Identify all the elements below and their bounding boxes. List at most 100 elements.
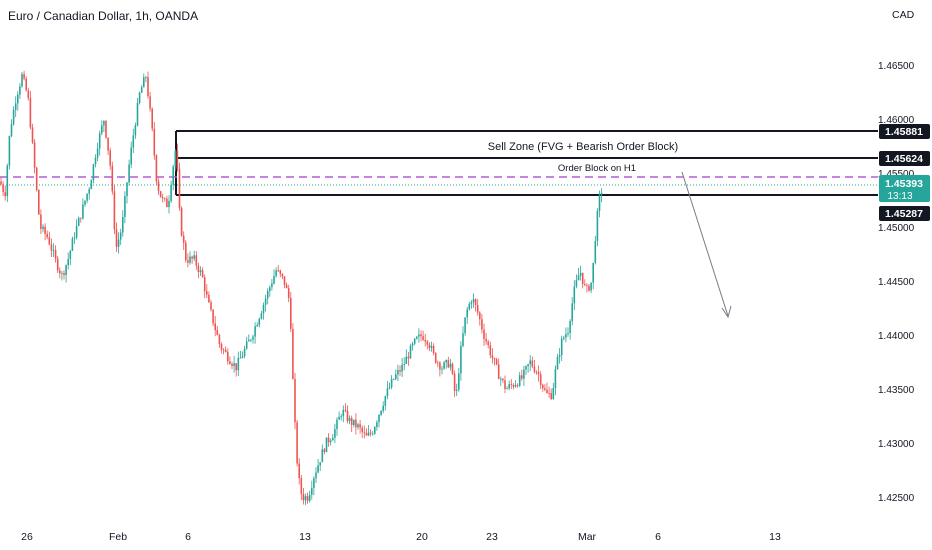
candle-body: [283, 276, 286, 285]
candle-body: [563, 337, 565, 339]
candle-body: [546, 389, 548, 393]
candle-body: [143, 77, 145, 88]
time-axis[interactable]: 26 Feb 6 13 20 23 Mar 6 13: [21, 531, 781, 543]
order-block-label[interactable]: Order Block on H1: [558, 163, 636, 174]
currency-label: CAD: [892, 9, 915, 21]
candle-body: [539, 374, 542, 385]
candle-body: [161, 197, 164, 199]
candle-body: [497, 364, 500, 379]
candle-body: [180, 207, 183, 236]
candle-body: [19, 86, 21, 95]
candle-body: [560, 338, 563, 356]
projection-arrow-line[interactable]: [681, 171, 729, 317]
candle-body: [73, 237, 76, 239]
projection-arrow-head: [721, 305, 732, 319]
candle-body: [197, 265, 200, 272]
candle-body: [59, 270, 61, 274]
candle-body: [489, 345, 492, 356]
candle-body: [69, 250, 72, 259]
candle-body: [292, 328, 294, 379]
price-axis[interactable]: 1.46500 1.46000 1.45500 1.45000 1.44500 1.440…: [878, 61, 915, 504]
candle-body: [565, 334, 567, 338]
candle-body: [329, 440, 332, 443]
candle-body: [422, 336, 424, 340]
candle-body: [4, 192, 6, 197]
candle-body: [256, 325, 258, 327]
candle-body: [290, 297, 292, 329]
candle-body: [571, 303, 573, 322]
sell-zone-label[interactable]: Sell Zone (FVG + Bearish Order Block): [488, 141, 678, 153]
candle-body: [542, 384, 544, 389]
candle-body: [552, 388, 555, 399]
candle-body: [103, 120, 105, 126]
candle-body: [77, 217, 80, 226]
candle-body: [432, 346, 435, 353]
candle-body: [531, 360, 534, 367]
candle-body: [235, 363, 237, 371]
candle-body: [185, 242, 187, 261]
candle-body: [306, 496, 309, 501]
candle-body: [17, 94, 19, 104]
candle-body: [369, 432, 372, 434]
candle-body: [0, 181, 2, 185]
candle-body: [250, 339, 252, 341]
candle-body: [403, 364, 405, 365]
tag-zone-mid-bg: [879, 151, 930, 166]
candle-body: [124, 196, 126, 217]
candle-body: [430, 346, 433, 348]
candle-body: [340, 416, 342, 418]
candle-body: [481, 319, 483, 330]
candle-body: [269, 287, 271, 291]
candle-body: [311, 488, 313, 495]
candle-body: [80, 217, 82, 219]
time-tick-label: Feb: [109, 531, 127, 543]
candle-body: [455, 389, 458, 391]
tag-last-price-bg: [879, 175, 930, 202]
candle-body: [201, 270, 204, 278]
candle-body: [365, 432, 368, 436]
time-tick-label: 23: [486, 531, 498, 543]
candle-body: [254, 326, 256, 337]
candle-body: [577, 275, 580, 281]
candle-body: [378, 414, 380, 423]
candle-body: [140, 87, 143, 93]
candle-body: [189, 256, 191, 263]
candle-body: [346, 410, 349, 422]
candle-body: [575, 280, 578, 287]
candle-body: [300, 477, 303, 494]
candle-body: [44, 226, 46, 234]
candle-body: [470, 302, 473, 304]
candle-body: [128, 164, 130, 183]
candle-body: [584, 284, 586, 285]
price-tick-label: 1.44000: [878, 331, 915, 342]
candle-body: [554, 369, 557, 388]
candle-body: [579, 272, 582, 276]
candle-body: [502, 378, 504, 381]
candle-body: [262, 304, 265, 314]
candle-body: [382, 405, 384, 411]
candle-body: [518, 375, 521, 386]
candle-body: [239, 357, 242, 359]
candle-body: [558, 355, 561, 357]
candle-body: [485, 338, 487, 342]
time-tick-label: 26: [21, 531, 33, 543]
candle-body: [535, 371, 538, 373]
candle-body: [418, 334, 420, 337]
candle-body: [21, 74, 23, 87]
candle-body: [586, 284, 588, 286]
candle-body: [319, 462, 321, 466]
candle-body: [208, 294, 210, 303]
candle-body: [466, 309, 468, 318]
candle-body: [537, 372, 540, 375]
candle-body: [264, 298, 267, 305]
candle-body: [86, 193, 88, 201]
candle-body: [285, 284, 288, 289]
candle-body: [29, 98, 32, 128]
candle-body: [193, 255, 195, 259]
price-tick-label: 1.45500: [878, 169, 915, 180]
candle-body: [203, 277, 206, 292]
price-tick-label: 1.43000: [878, 439, 915, 450]
candle-body: [243, 348, 246, 357]
candle-body: [338, 416, 340, 420]
